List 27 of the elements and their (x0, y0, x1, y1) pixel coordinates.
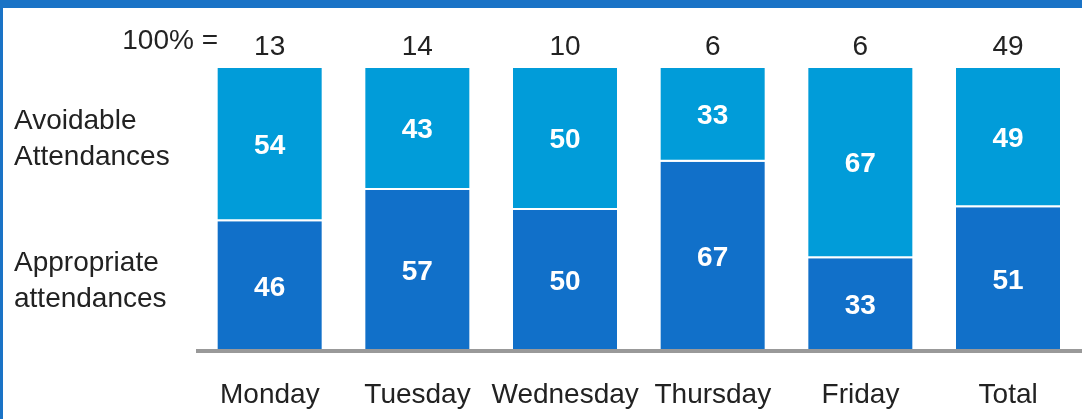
x-tick-label: Wednesday (491, 378, 639, 409)
text: 10 (549, 30, 581, 61)
data-label: 33 (697, 98, 729, 130)
data-label: 67 (697, 240, 729, 272)
x-tick-label: Thursday (654, 378, 772, 409)
annotation: 49 (992, 121, 1024, 153)
text: 14 (401, 30, 433, 61)
data-label: 57 (401, 255, 433, 286)
data-label: 50 (549, 264, 581, 296)
data-label: 51 (992, 263, 1024, 295)
data-label: 49 (992, 30, 1024, 61)
series-label: Appropriate attendances (14, 245, 168, 315)
x-tick-label: Friday (821, 378, 900, 409)
x-tick-label: Monday (220, 378, 320, 409)
data-label: 67 (844, 147, 876, 179)
text: 6 (704, 30, 721, 61)
data-label: 33 (844, 289, 876, 321)
data-label: 46 (254, 270, 286, 302)
x-tick-label: Total (978, 378, 1038, 409)
text: 6 (852, 30, 869, 61)
text: 100% = (122, 24, 218, 56)
series-label: Avoidable Attendances (14, 103, 171, 173)
x-tick-label: Tuesday (364, 378, 471, 409)
data-label: 50 (549, 122, 581, 154)
data-label: 54 (254, 128, 286, 160)
data-label: 43 (401, 113, 433, 144)
text: 13 (254, 30, 286, 61)
